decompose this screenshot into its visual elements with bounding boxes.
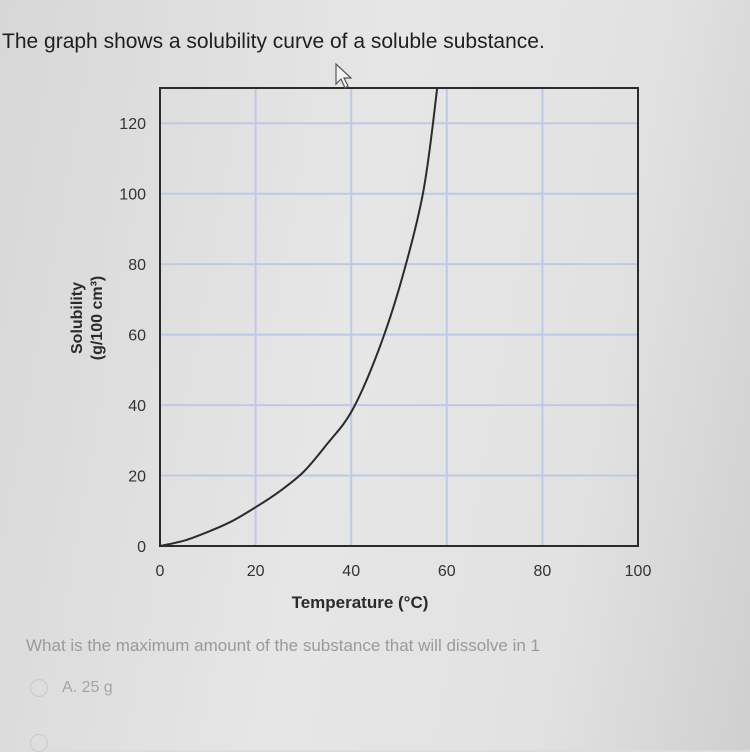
y-axis-unit: (g/100 cm³) <box>89 276 106 360</box>
y-tick-label: 80 <box>128 257 146 274</box>
y-axis-label: Solubility <box>69 282 86 354</box>
answer-option-b-partial[interactable] <box>30 734 48 752</box>
y-tick-label: 40 <box>128 398 146 415</box>
radio-button[interactable] <box>30 679 48 697</box>
x-tick-label: 100 <box>625 563 652 580</box>
question-header: The graph shows a solubility curve of a … <box>2 30 545 53</box>
plot-area <box>159 87 639 547</box>
y-tick-label: 120 <box>119 116 146 133</box>
x-tick-label: 80 <box>534 563 552 580</box>
x-tick-label: 40 <box>342 563 360 580</box>
solubility-chart: 0 20 40 60 80 100 120 0 20 40 60 80 100 Temperature… <box>69 87 652 612</box>
y-tick-labels: 0 20 40 60 80 100 120 <box>119 116 146 556</box>
x-tick-labels: 0 20 40 60 80 100 <box>156 563 652 580</box>
y-tick-label: 20 <box>128 469 146 486</box>
grid-layer <box>160 88 638 546</box>
solubility-curve <box>159 87 439 547</box>
y-tick-label: 0 <box>137 539 146 556</box>
x-axis-label: Temperature (°C) <box>292 593 429 612</box>
x-tick-label: 20 <box>247 563 265 580</box>
answer-label: A. 25 g <box>62 679 113 696</box>
x-tick-label: 60 <box>438 563 456 580</box>
y-tick-label: 60 <box>128 328 146 345</box>
radio-button[interactable] <box>30 734 48 752</box>
mouse-cursor-icon <box>334 62 354 95</box>
x-tick-label: 0 <box>156 563 165 580</box>
answer-option-a[interactable]: A. 25 g <box>30 676 113 700</box>
question-text: What is the maximum amount of the substa… <box>26 636 541 655</box>
y-tick-label: 100 <box>119 187 146 204</box>
